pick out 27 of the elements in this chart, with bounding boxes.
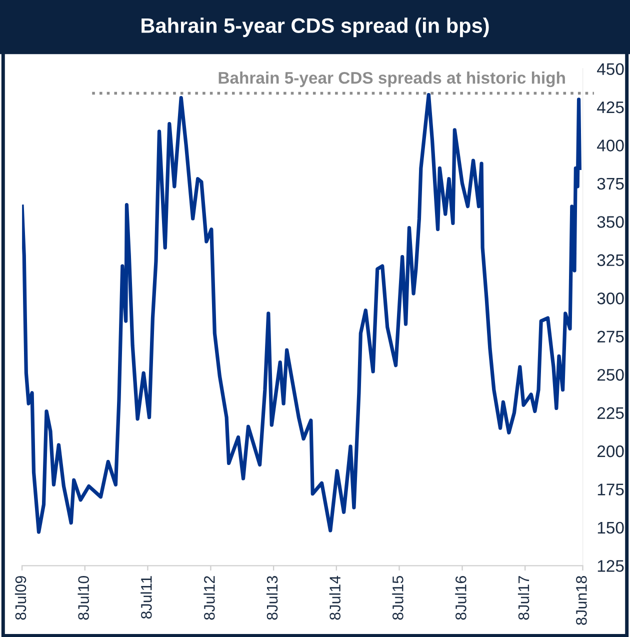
x-tick-label: 8Jul16 [455, 576, 466, 620]
x-tick-label: 8Jul12 [204, 576, 215, 620]
y-tick-label: 275 [597, 330, 624, 343]
x-tick-label: 8Jun18 [576, 576, 587, 625]
y-tick-label: 225 [597, 407, 624, 419]
ref-line-label: Bahrain 5-year CDS spreads at historic high [218, 72, 565, 88]
x-tick-label: 8Jul13 [266, 576, 278, 620]
x-tick-label: 8Jul09 [14, 576, 26, 620]
y-tick-label: 200 [597, 445, 624, 458]
x-tick-label: 8Jul15 [392, 576, 404, 620]
x-tick-label: 8Jul17 [518, 576, 530, 620]
y-tick-label: 250 [597, 368, 624, 381]
y-tick-label: 375 [597, 178, 624, 190]
y-tick-label: 175 [598, 484, 624, 496]
y-tick-label: 150 [598, 522, 624, 534]
y-tick-label: 450 [597, 63, 624, 75]
y-tick-label: 425 [597, 101, 624, 114]
y-tick-label: 350 [597, 216, 624, 228]
x-tick-label: 8Jul14 [329, 576, 340, 620]
y-tick-label: 325 [597, 254, 624, 266]
chart-title: Bahrain 5-year CDS spread (in bps) [142, 18, 489, 38]
y-tick-label: 125 [598, 560, 624, 572]
y-tick-label: 300 [597, 292, 624, 304]
x-tick-label: 8Jul11 [140, 576, 152, 619]
y-tick-label: 400 [597, 140, 624, 152]
x-tick-label: 8Jul10 [78, 576, 89, 620]
line-series [22, 92, 582, 534]
